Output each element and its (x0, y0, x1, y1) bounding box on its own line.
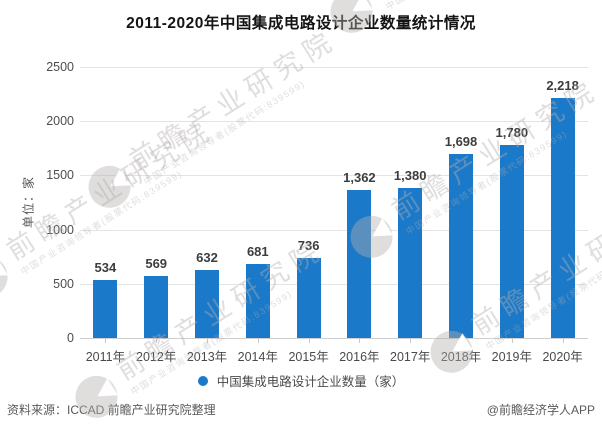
x-axis-label: 2020年 (542, 350, 583, 364)
bar-value-label: 1,380 (393, 168, 427, 184)
legend-label: 中国集成电路设计企业数量（家） (216, 375, 405, 389)
bar-value-label: 2,218 (546, 77, 579, 93)
y-axis-tick-label: 0 (67, 331, 74, 345)
x-axis-tick (461, 338, 462, 343)
bar (296, 258, 321, 338)
x-axis-tick (562, 338, 564, 343)
bar-value-label: 1,698 (444, 133, 478, 149)
bar-value-label: 681 (246, 244, 269, 260)
x-axis-tick (105, 338, 107, 343)
x-axis-label: 2017年 (390, 350, 431, 364)
grid-line (80, 67, 588, 68)
x-axis-label: 2013年 (186, 350, 228, 364)
bar (93, 280, 118, 338)
y-axis-unit-label: 单位：家 (21, 175, 36, 229)
bar (449, 153, 473, 338)
x-axis-label: 2018年 (440, 350, 482, 364)
y-axis-tick-label: 1500 (46, 168, 74, 183)
y-axis-tick-label: 2000 (46, 114, 74, 129)
y-axis-tick-label: 1000 (46, 222, 74, 237)
bar (195, 269, 219, 338)
x-axis-tick (308, 338, 310, 343)
bar-value-label: 534 (94, 260, 117, 276)
bar (245, 264, 270, 338)
grid-line (80, 229, 588, 231)
bar-value-label: 569 (145, 256, 168, 272)
y-axis-tick-label: 500 (53, 276, 74, 291)
x-axis-label: 2012年 (136, 350, 177, 364)
chart-title: 2011-2020年中国集成电路设计企业数量统计情况 (126, 15, 476, 32)
y-axis-tick-label: 2500 (46, 60, 74, 74)
bar (499, 145, 524, 338)
bar (144, 276, 169, 338)
legend: 中国集成电路设计企业数量（家） (0, 371, 602, 390)
grid-line (80, 121, 588, 123)
legend-marker-icon (197, 375, 208, 386)
grid-line (80, 175, 588, 177)
plot-area: 534 2011年 569 2012年 632 2013年 681 2014年 736 2015年… (80, 67, 588, 364)
bar-value-label: 632 (196, 249, 218, 265)
source-note: 资料来源：ICCAD 前瞻产业研究院整理 (7, 403, 216, 417)
x-axis-tick (410, 338, 412, 343)
bar (550, 97, 575, 338)
x-axis-tick (207, 338, 208, 343)
x-axis-tick (511, 338, 513, 343)
x-axis-tick (257, 338, 259, 343)
x-axis-label: 2019年 (491, 350, 532, 364)
grid-line (80, 283, 588, 285)
bar-value-label: 1,362 (343, 170, 376, 186)
x-axis-tick (359, 338, 361, 343)
x-axis-label: 2016年 (339, 350, 380, 364)
x-axis-label: 2011年 (85, 350, 126, 364)
x-axis-label: 2014年 (237, 350, 278, 364)
bar-value-label: 736 (297, 238, 320, 254)
x-axis-label: 2015年 (288, 350, 329, 364)
x-axis-tick (156, 338, 158, 343)
bar (398, 188, 423, 338)
bar-value-label: 1,780 (495, 125, 529, 141)
credit-note: @前瞻经济学人APP (486, 403, 595, 417)
bar (347, 190, 372, 338)
footer: 资料来源：ICCAD 前瞻产业研究院整理 @前瞻经济学人APP (0, 401, 602, 418)
